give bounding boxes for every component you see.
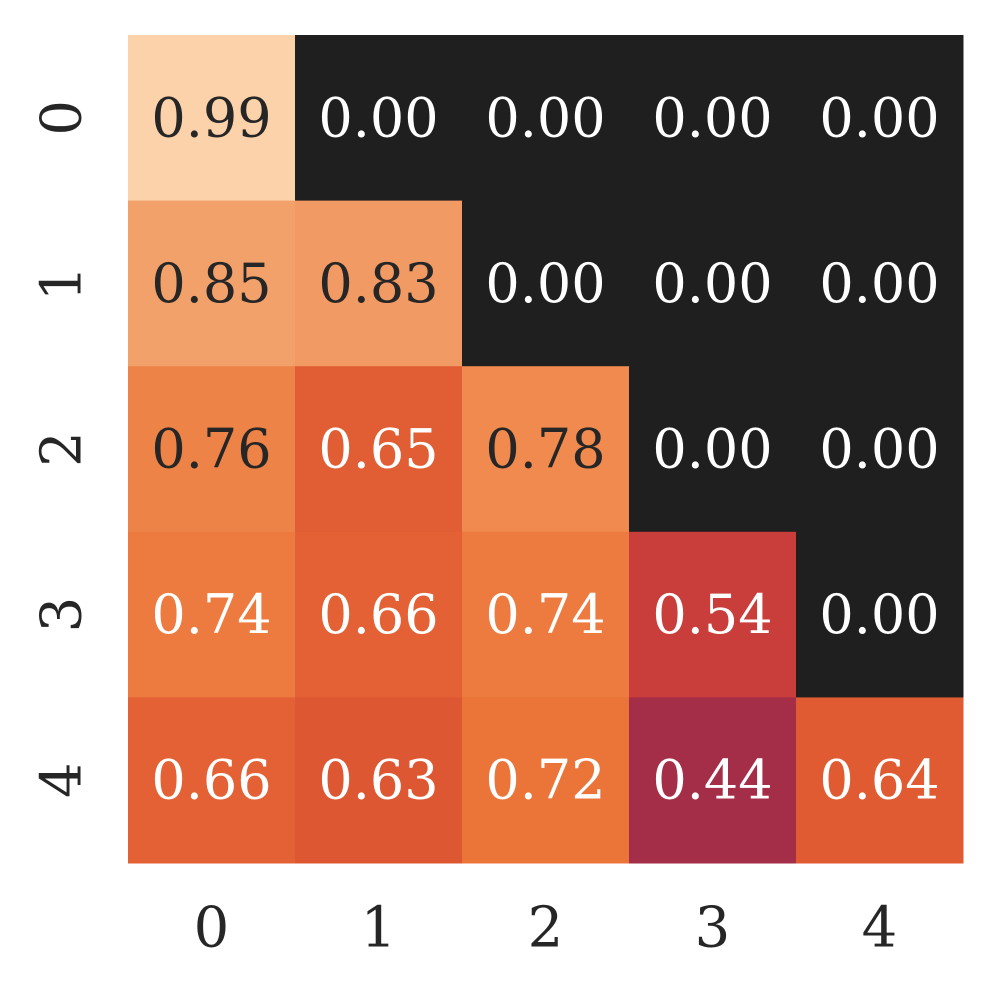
heatmap-cell-r1-c0	[128, 200, 296, 367]
y-tick-label-1: 1	[30, 266, 95, 302]
heatmap-cell-r2-c2	[462, 366, 630, 533]
y-axis-tick-labels: 0 1 2 3 4	[30, 100, 95, 798]
heatmap-cell-value-r4-c2: 0.72	[485, 749, 605, 812]
heatmap-cell-value-r0-c2: 0.00	[485, 86, 605, 149]
heatmap-cell-value-r2-c4: 0.00	[819, 418, 939, 481]
heatmap-cell-r1-c3	[629, 200, 797, 367]
heatmap-cell-value-r0-c4: 0.00	[819, 86, 939, 149]
heatmap-cell-r0-c1	[295, 35, 463, 202]
x-tick-label-1: 1	[361, 896, 397, 961]
heatmap-cell-r0-c4	[796, 35, 964, 202]
y-tick-label-2: 2	[30, 431, 95, 467]
heatmap-cell-value-r2-c0: 0.76	[151, 418, 271, 481]
heatmap-cell-r1-c1	[295, 200, 463, 367]
heatmap-cell-value-r2-c1: 0.65	[318, 418, 438, 481]
heatmap-cell-value-r3-c2: 0.74	[485, 583, 605, 646]
heatmap-cell-r0-c3	[629, 35, 797, 202]
heatmap-cell-value-r1-c0: 0.85	[151, 252, 271, 315]
x-tick-label-2: 2	[528, 896, 564, 961]
y-tick-label-3: 3	[30, 597, 95, 633]
heatmap-cell-r1-c4	[796, 200, 964, 367]
heatmap-cell-r4-c4	[796, 697, 964, 864]
y-tick-label-0: 0	[30, 100, 95, 136]
heatmap-cell-value-r0-c0: 0.99	[151, 86, 271, 149]
heatmap-cell-value-r3-c4: 0.00	[819, 583, 939, 646]
y-tick-label-4: 4	[30, 762, 95, 798]
heatmap-cell-value-r1-c3: 0.00	[652, 252, 772, 315]
heatmap-cell-r0-c0	[128, 35, 296, 202]
heatmap-cell-r0-c2	[462, 35, 630, 202]
x-tick-label-0: 0	[194, 896, 230, 961]
heatmap-cell-value-r0-c1: 0.00	[318, 86, 438, 149]
heatmap-cell-value-r1-c4: 0.00	[819, 252, 939, 315]
heatmap-cell-value-r2-c3: 0.00	[652, 418, 772, 481]
heatmap-cell-r2-c0	[128, 366, 296, 533]
heatmap-cell-value-r4-c0: 0.66	[151, 749, 271, 812]
heatmap-cell-r4-c2	[462, 697, 630, 864]
heatmap-cells: 0.99 0.00 0.00 0.00 0.00 0.85 0.83 0.00 0.00 0.00…	[128, 35, 964, 864]
heatmap-cell-value-r1-c2: 0.00	[485, 252, 605, 315]
heatmap-cell-value-r4-c3: 0.44	[652, 749, 772, 812]
heatmap-cell-value-r4-c1: 0.63	[318, 749, 438, 812]
x-tick-label-4: 4	[862, 896, 898, 961]
heatmap-cell-r3-c4	[796, 531, 964, 698]
heatmap-cell-r2-c3	[629, 366, 797, 533]
heatmap-cell-value-r3-c0: 0.74	[151, 583, 271, 646]
heatmap-cell-r4-c0	[128, 697, 296, 864]
heatmap-cell-value-r3-c3: 0.54	[652, 583, 772, 646]
heatmap-cell-r3-c2	[462, 531, 630, 698]
x-tick-label-3: 3	[695, 896, 731, 961]
heatmap-cell-value-r1-c1: 0.83	[318, 252, 438, 315]
heatmap-cell-value-r2-c2: 0.78	[485, 418, 605, 481]
heatmap-cell-r4-c1	[295, 697, 463, 864]
heatmap-cell-r3-c1	[295, 531, 463, 698]
heatmap-cell-value-r0-c3: 0.00	[652, 86, 772, 149]
heatmap-cell-r1-c2	[462, 200, 630, 367]
heatmap-cell-r2-c1	[295, 366, 463, 533]
x-axis-tick-labels: 0 1 2 3 4	[194, 896, 898, 961]
heatmap-cell-r3-c0	[128, 531, 296, 698]
heatmap-cell-value-r4-c4: 0.64	[819, 749, 939, 812]
heatmap-cell-r2-c4	[796, 366, 964, 533]
heatmap-cell-r3-c3	[629, 531, 797, 698]
heatmap-cell-value-r3-c1: 0.66	[318, 583, 438, 646]
heatmap-cell-r4-c3	[629, 697, 797, 864]
